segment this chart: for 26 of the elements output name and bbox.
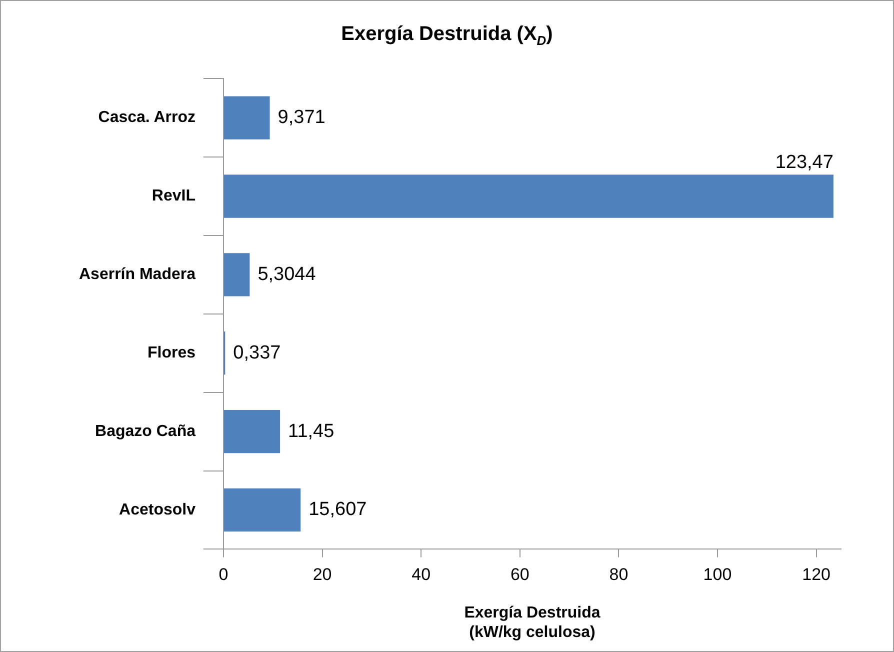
data-label: 9,371: [278, 107, 326, 128]
bar: [224, 96, 270, 140]
x-tick-label: 60: [510, 565, 530, 584]
y-tick-label: Casca. Arroz: [98, 109, 196, 126]
bar: [224, 488, 301, 532]
x-tick-label: 80: [609, 565, 628, 584]
x-tick-label: 40: [412, 565, 431, 584]
data-label: 0,337: [233, 342, 281, 364]
x-tick-label: 20: [312, 565, 332, 584]
y-tick-label: Acetosolv: [119, 501, 196, 518]
x-tick-label: 100: [703, 565, 732, 584]
bar: [224, 174, 834, 218]
bar: [224, 410, 280, 454]
x-tick-label: 120: [802, 565, 830, 584]
chart-title: Exergía Destruida (X$_{D}$): [340, 23, 554, 48]
data-label: 5,3044: [258, 264, 316, 285]
bar: [224, 253, 250, 296]
y-tick-label: Flores: [147, 344, 196, 362]
data-label: 123,47: [775, 152, 834, 173]
x-axis-title: Exergía Destruida (kW/kg celulosa): [464, 604, 600, 641]
y-tick-label: RevIL: [152, 188, 196, 205]
x-tick-label: 0: [218, 565, 228, 584]
data-label: 11,45: [288, 420, 334, 442]
data-label: 15,607: [308, 499, 367, 520]
y-tick-label: Bagazo Caña: [95, 422, 196, 440]
y-tick-label: Aserrín Madera: [78, 266, 196, 284]
